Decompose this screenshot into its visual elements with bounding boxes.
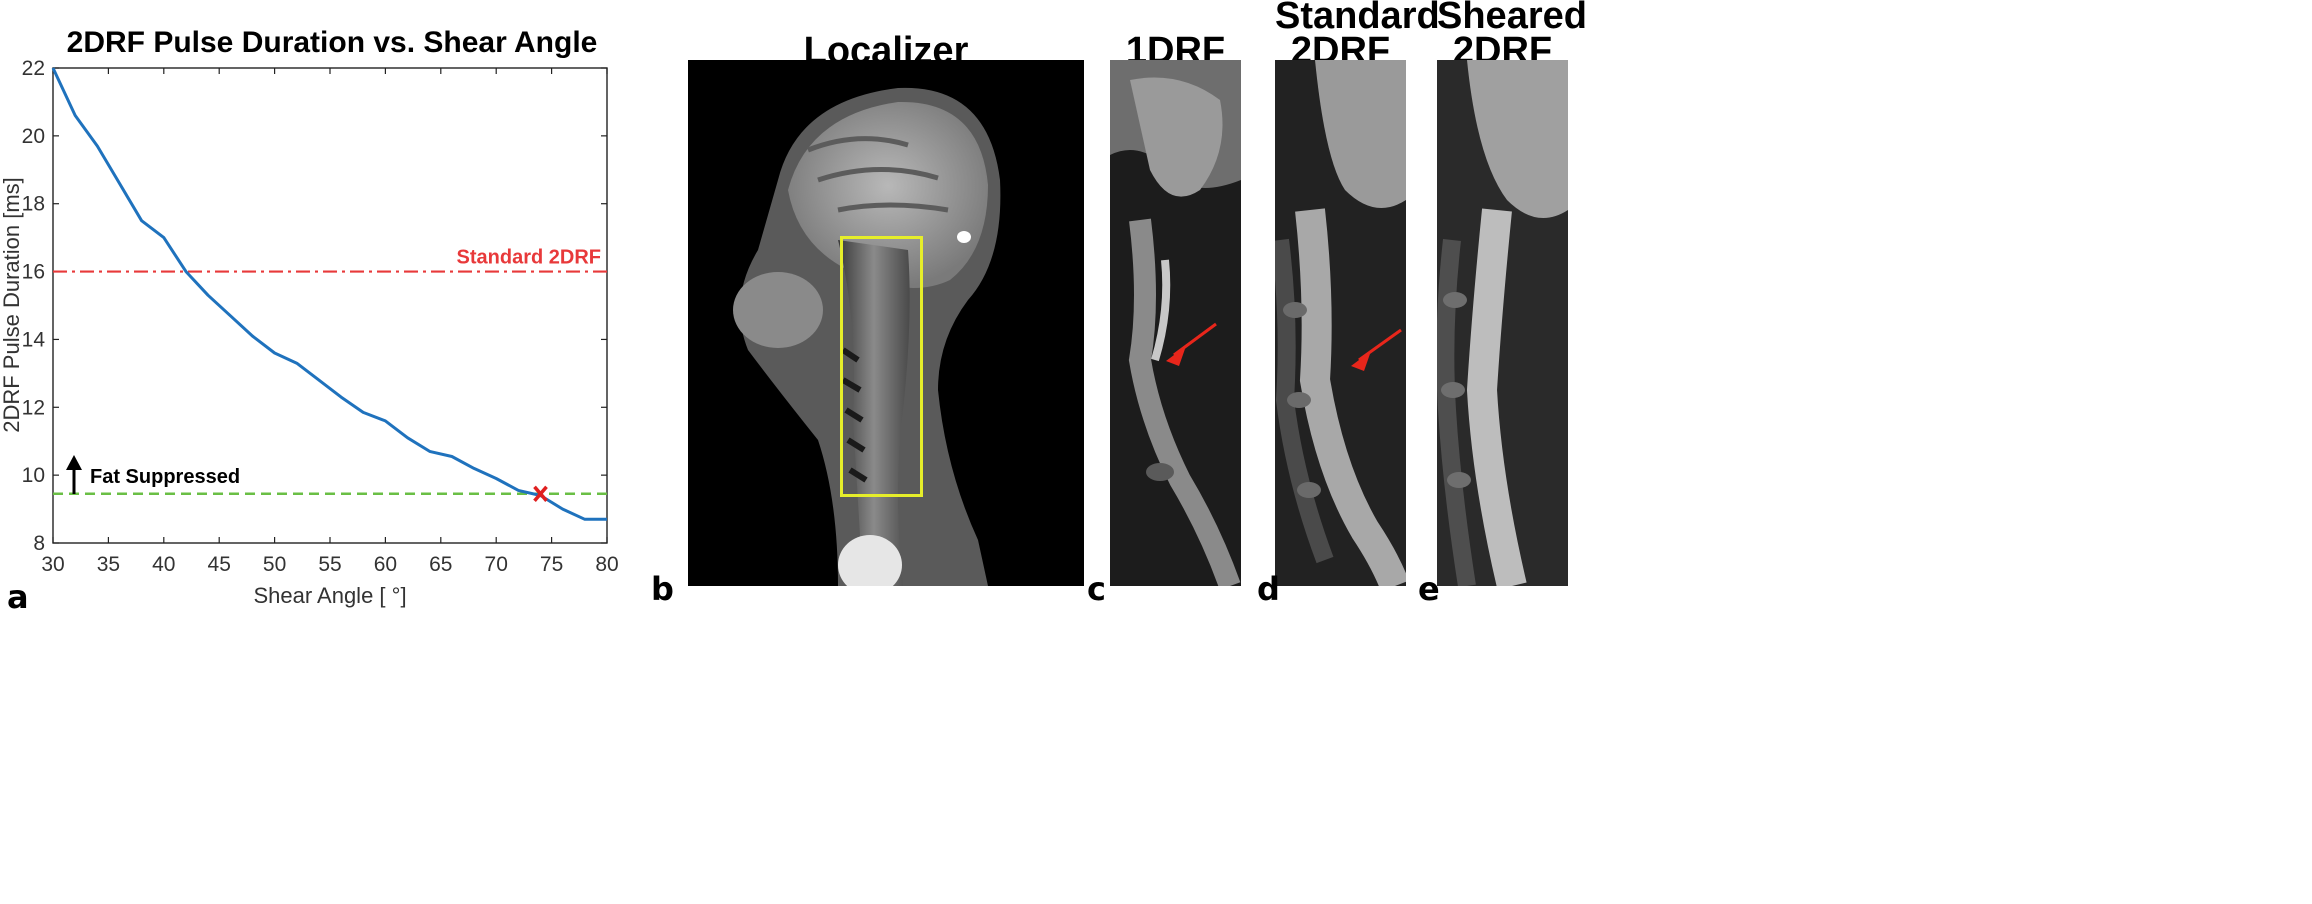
x-axis-label: Shear Angle [ °] (253, 583, 406, 608)
sheared-2drf-title-line1: Sheared (1437, 0, 1587, 37)
y-tick-label: 20 (22, 125, 45, 148)
y-axis-label: 2DRF Pulse Duration [ms] (0, 177, 24, 433)
chart-title: 2DRF Pulse Duration vs. Shear Angle (67, 26, 598, 59)
standard-2drf-label: Standard 2DRF (457, 247, 601, 269)
x-tick-label: 40 (152, 553, 175, 576)
y-axis-ticks: 8 10 12 14 16 18 20 22 (22, 57, 607, 555)
y-tick-label: 16 (22, 261, 45, 284)
panel-label-d: d (1257, 570, 1280, 608)
y-tick-label: 8 (33, 532, 45, 555)
x-tick-label: 50 (263, 553, 286, 576)
panel-label-a: a (7, 578, 29, 616)
standard-2drf-title-line1: Standard (1275, 0, 1440, 37)
x-axis-ticks: 30 35 40 45 50 55 60 65 70 75 80 (41, 68, 619, 576)
x-tick-label: 70 (485, 553, 508, 576)
panel-label-e: e (1418, 570, 1440, 608)
standard-2drf-mri-image (1275, 60, 1406, 586)
y-tick-label: 10 (22, 464, 45, 487)
x-tick-label: 65 (429, 553, 452, 576)
x-marker-stroke (533, 485, 548, 502)
roi-box (840, 236, 923, 497)
up-arrow-icon (66, 455, 82, 494)
pulse-duration-series-line (51, 67, 607, 521)
x-tick-label: 30 (41, 553, 64, 576)
fat-suppressed-label: Fat Suppressed (90, 466, 240, 488)
y-tick-label: 12 (22, 396, 45, 419)
plot-area (52, 67, 608, 544)
panel-label-c: c (1087, 570, 1106, 608)
y-tick-label: 18 (22, 193, 45, 216)
x-tick-label: 60 (374, 553, 397, 576)
y-tick-label: 14 (22, 328, 46, 351)
pulse-duration-chart: 2DRF Pulse Duration vs. Shear Angle 30 35… (0, 26, 619, 608)
x-tick-label: 45 (208, 553, 231, 576)
sheared-2drf-mri-image (1437, 60, 1568, 586)
x-tick-label: 35 (97, 553, 120, 576)
x-tick-label: 75 (540, 553, 563, 576)
x-tick-label: 55 (318, 553, 341, 576)
y-tick-label: 22 (22, 57, 45, 80)
one-drf-mri-image (1110, 60, 1241, 586)
intersection-x-marker (533, 485, 548, 502)
panel-label-b: b (651, 570, 674, 608)
x-tick-label: 80 (595, 553, 618, 576)
localizer-mri-image (688, 60, 1084, 586)
